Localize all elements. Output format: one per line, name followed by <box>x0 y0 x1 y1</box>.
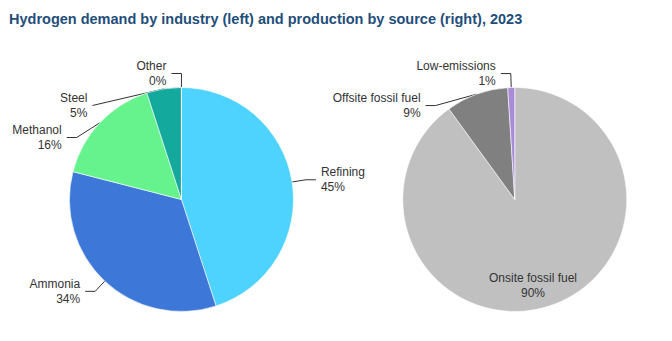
svg-text:Ammonia: Ammonia <box>29 277 80 291</box>
svg-text:1%: 1% <box>478 74 496 88</box>
svg-text:Other: Other <box>136 59 166 73</box>
svg-text:Methanol: Methanol <box>12 123 61 137</box>
svg-text:Low-emissions: Low-emissions <box>416 59 495 73</box>
svg-text:Offsite fossil fuel: Offsite fossil fuel <box>333 91 421 105</box>
svg-text:90%: 90% <box>521 286 545 300</box>
svg-text:0%: 0% <box>149 74 167 88</box>
svg-text:Steel: Steel <box>60 91 87 105</box>
svg-text:16%: 16% <box>38 138 62 152</box>
svg-text:Onsite fossil fuel: Onsite fossil fuel <box>489 271 577 285</box>
svg-text:45%: 45% <box>321 180 345 194</box>
svg-text:34%: 34% <box>56 292 80 306</box>
svg-text:9%: 9% <box>403 106 421 120</box>
svg-text:Refining: Refining <box>321 165 365 179</box>
svg-text:Hydrogen demand by industry (l: Hydrogen demand by industry (left) and p… <box>9 11 522 27</box>
svg-text:5%: 5% <box>70 106 88 120</box>
